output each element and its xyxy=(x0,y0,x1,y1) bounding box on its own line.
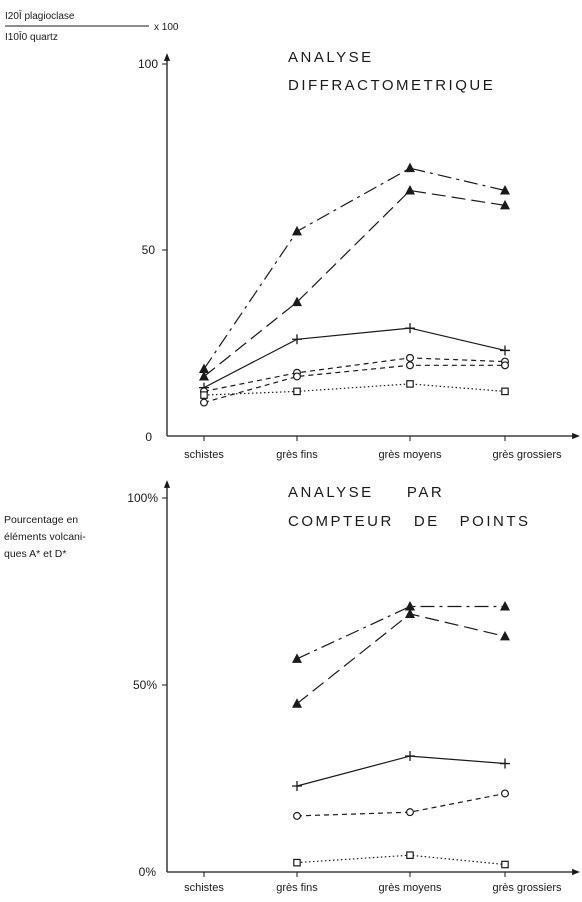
top-ylabel-factor: x 100 xyxy=(154,22,179,33)
top-series-4-point-3 xyxy=(406,353,415,362)
bottom-series-3 xyxy=(292,751,510,791)
bottom-ytick-label-50: 50% xyxy=(133,678,157,692)
top-series-3-line xyxy=(203,327,506,389)
top-series-2-line xyxy=(203,189,506,377)
bottom-series-4 xyxy=(293,789,510,820)
bottom-series-4-point-1 xyxy=(293,811,302,820)
bottom-chart-title-line1: ANALYSE PAR xyxy=(288,484,444,501)
bottom-series-3-point-1 xyxy=(292,780,302,791)
top-series-4 xyxy=(200,353,510,396)
top-series-5-point-2 xyxy=(293,372,302,381)
top-series-2-point-2 xyxy=(292,296,302,307)
top-series-5-point-4 xyxy=(501,361,510,370)
top-series-2 xyxy=(199,184,510,381)
top-ylabel-denominator: I10Ī0 quartz xyxy=(5,31,58,43)
top-series-4-line xyxy=(203,357,506,392)
bottom-xlabel-schistes: schistes xyxy=(184,882,224,894)
top-series-6-point-1 xyxy=(200,391,208,399)
top-series-1-point-3 xyxy=(405,162,415,173)
top-series-1-point-1 xyxy=(199,363,209,374)
top-xlabel-gres-moyens: grès moyens xyxy=(379,449,442,461)
top-series-1-point-4 xyxy=(500,184,510,195)
top-series-6 xyxy=(200,380,509,399)
top-series-1-line xyxy=(203,167,506,370)
top-chart-title-line1: ANALYSE xyxy=(288,49,374,66)
top-series-2-point-3 xyxy=(405,184,415,195)
bottom-xlabel-gres-moyens: grès moyens xyxy=(379,882,442,894)
top-series-5 xyxy=(200,361,510,407)
top-series-3-point-2 xyxy=(292,334,302,345)
bottom-series-3-point-3 xyxy=(500,758,510,769)
bottom-series-5-point-3 xyxy=(501,860,509,869)
bottom-series-2-point-3 xyxy=(500,630,510,641)
bottom-xlabel-gres-fins: grès fins xyxy=(276,882,318,894)
top-ytick-label-0: 0 xyxy=(145,430,152,444)
top-series-6-point-4 xyxy=(501,387,509,396)
top-series-2-point-4 xyxy=(500,199,510,210)
top-ylabel-formula: I20Ī plagioclase I10Ī0 quartz x 100 xyxy=(5,10,179,43)
top-xlabel-schistes: schistes xyxy=(184,449,224,461)
bottom-series-4-point-2 xyxy=(406,808,415,817)
top-series-5-point-1 xyxy=(200,398,209,407)
top-series-1-point-2 xyxy=(292,225,302,236)
top-series-1 xyxy=(199,162,510,374)
top-chart-title-line2: DIFFRACTOMETRIQUE xyxy=(288,77,495,94)
top-plot-area xyxy=(199,162,510,407)
bottom-series-1-point-2 xyxy=(405,600,415,611)
bottom-ytick-label-0: 0% xyxy=(139,865,157,879)
bottom-series-3-line xyxy=(296,755,506,787)
bottom-series-2 xyxy=(292,608,510,708)
top-xlabel-gres-fins: grès fins xyxy=(276,449,318,461)
bottom-series-2-point-2 xyxy=(405,608,415,618)
top-ytick-label-100: 100 xyxy=(138,57,158,71)
bottom-series-1 xyxy=(292,600,510,663)
bottom-series-3-point-2 xyxy=(405,751,415,762)
bottom-plot-area xyxy=(292,600,510,869)
top-ytick-label-50: 50 xyxy=(142,243,156,257)
bottom-ylabel-line2: éléments volcani- xyxy=(4,531,86,543)
bottom-series-4-point-3 xyxy=(501,789,510,798)
top-series-3-point-3 xyxy=(405,323,415,334)
top-series-2-point-1 xyxy=(199,370,209,381)
bottom-ylabel-line1: Pourcentage en xyxy=(4,514,78,526)
bottom-ylabel-line3: ques A* et D* xyxy=(4,548,66,560)
bottom-series-2-point-1 xyxy=(292,698,302,708)
bottom-chart-title-line2: COMPTEUR DE POINTS xyxy=(288,513,531,530)
top-series-5-point-3 xyxy=(406,361,415,370)
bottom-series-2-line xyxy=(296,613,506,705)
bottom-ytick-label-100: 100% xyxy=(127,491,158,505)
top-series-6-point-2 xyxy=(293,387,301,396)
bottom-series-1-point-1 xyxy=(292,653,302,663)
bottom-series-5-point-1 xyxy=(293,858,301,867)
bottom-series-5-line xyxy=(296,854,506,866)
bottom-series-1-line xyxy=(296,605,505,660)
bottom-series-4-line xyxy=(296,792,506,817)
bottom-series-5 xyxy=(293,851,509,869)
bottom-series-1-point-3 xyxy=(500,600,510,611)
bottom-xlabel-gres-grossiers: grès grossiers xyxy=(492,882,562,894)
top-series-5-line xyxy=(203,364,505,404)
top-ylabel-numerator: I20Ī plagioclase xyxy=(5,10,75,22)
bottom-series-5-point-2 xyxy=(406,851,414,859)
top-series-6-point-3 xyxy=(406,380,414,388)
top-series-3 xyxy=(199,323,510,393)
top-series-3-point-4 xyxy=(500,345,510,356)
top-xlabel-gres-grossiers: grès grossiers xyxy=(492,449,562,461)
